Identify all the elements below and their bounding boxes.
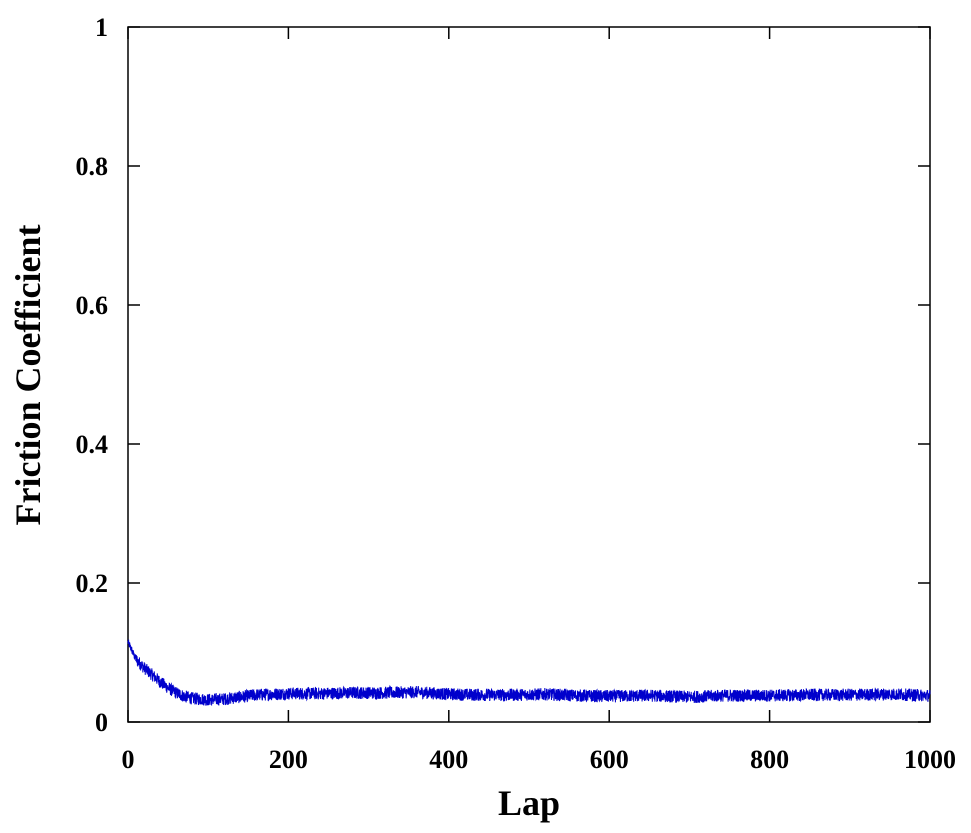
- y-axis-title: Friction Coefficient: [8, 225, 48, 526]
- x-axis-title: Lap: [498, 783, 560, 823]
- x-tick-label: 800: [750, 745, 789, 774]
- tick-labels: 0 200 400 600 800 1000 0 0.2 0.4 0.6 0.8 1: [76, 13, 957, 774]
- x-tick-label: 200: [269, 745, 308, 774]
- x-tick-label: 400: [429, 745, 468, 774]
- y-tick-label: 0.4: [76, 430, 109, 459]
- plot-frame: [127, 26, 931, 723]
- y-tick-label: 0.8: [76, 152, 109, 181]
- y-tick-label: 0: [95, 708, 108, 737]
- y-tick-label: 0.2: [76, 569, 109, 598]
- y-tick-label: 1: [95, 13, 108, 42]
- x-tick-label: 0: [122, 745, 135, 774]
- tick-marks: [127, 26, 931, 723]
- series-line: [127, 639, 931, 706]
- x-tick-label: 600: [590, 745, 629, 774]
- y-tick-label: 0.6: [76, 291, 109, 320]
- x-tick-label: 1000: [904, 745, 956, 774]
